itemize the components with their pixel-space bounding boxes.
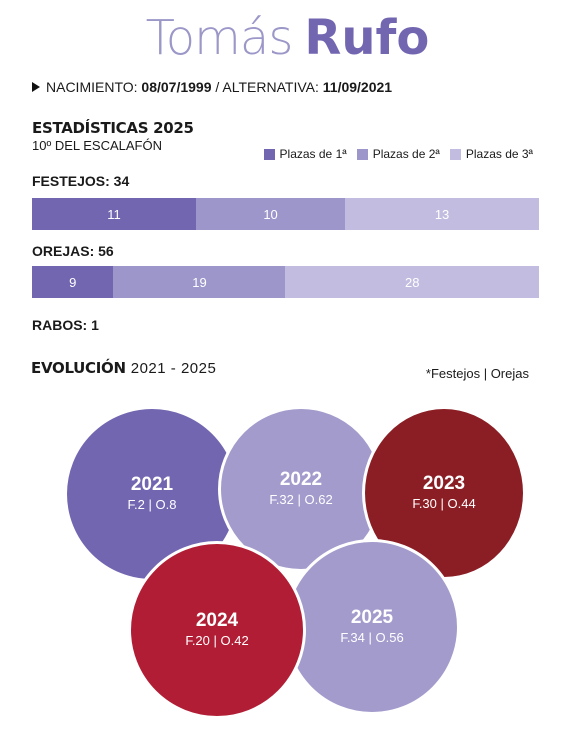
evolution-heading: EVOLUCIÓN [31,359,126,377]
bar-segment-value: 28 [405,274,420,290]
bar-segment-value: 10 [263,206,278,222]
rabos-label: RABOS: 1 [32,317,99,333]
legend-item-plazas-1: Plazas de 1ª [263,147,347,161]
ranking-subtitle: 10º DEL ESCALAFÓN [32,138,162,153]
evolution-note: *Festejos | Orejas [425,366,529,381]
festejos-label: FESTEJOS: 34 [32,173,130,189]
info-separator: / [215,79,220,95]
year-label: 2023 [422,473,466,494]
legend-label-plazas-3: Plazas de 3ª [465,147,533,161]
year-circle-2024: 2024 F.20 | O.42 [128,541,306,719]
year-circle-2021: 2021 F.2 | O.8 [64,406,240,582]
alternativa-date: 11/09/2021 [322,79,393,95]
year-stats: F.2 | O.8 [127,497,177,512]
birth-date: 08/07/1999 [141,79,212,95]
stats-title: ESTADÍSTICAS 2025 [32,119,194,137]
year-stats: F.34 | O.56 [340,630,404,645]
alternativa-label: ALTERNATIVA: [222,79,319,95]
bar-segment-plazas-2: 10 [196,198,346,230]
evolution-range: 2021 - 2025 [130,360,217,377]
triangle-bullet-icon [32,82,40,92]
orejas-bar: 9 19 28 [32,266,539,298]
year-label: 2021 [130,474,174,495]
legend-item-plazas-3: Plazas de 3ª [449,147,533,161]
bar-segment-value: 13 [434,206,450,222]
legend-swatch-plazas-1 [263,148,275,160]
legend-item-plazas-2: Plazas de 2ª [356,147,440,161]
year-label: 2024 [195,610,239,631]
year-stats: F.32 | O.62 [269,492,333,507]
legend: Plazas de 1ª Plazas de 2ª Plazas de 3ª [263,147,533,161]
orejas-label: OREJAS: 56 [32,243,114,259]
bar-segment-value: 19 [192,274,207,290]
bar-segment-plazas-1: 11 [32,198,197,230]
year-stats: F.20 | O.42 [185,633,249,648]
last-name: Rufo [304,10,430,66]
bar-segment-plazas-3: 13 [345,198,539,230]
page-title: Tomás Rufo [0,8,575,69]
bar-segment-value: 9 [69,274,77,290]
year-circle-2025: 2025 F.34 | O.56 [284,539,460,715]
year-label: 2022 [279,469,323,490]
legend-label-plazas-1: Plazas de 1ª [279,147,347,161]
legend-label-plazas-2: Plazas de 2ª [372,147,440,161]
legend-swatch-plazas-3 [449,148,461,160]
evolution-title: EVOLUCIÓN 2021 - 2025 [31,359,216,377]
year-label: 2025 [350,607,394,628]
bar-segment-plazas-2: 19 [113,266,286,298]
bar-segment-value: 11 [107,206,121,222]
bar-segment-plazas-1: 9 [32,266,114,298]
birth-label: NACIMIENTO: [46,79,138,95]
career-info: NACIMIENTO: 08/07/1999 / ALTERNATIVA: 11… [32,79,392,95]
year-stats: F.30 | O.44 [412,496,476,511]
bar-segment-plazas-3: 28 [285,266,539,298]
legend-swatch-plazas-2 [356,148,368,160]
festejos-bar: 11 10 13 [32,198,539,230]
first-name: Tomás [145,10,294,66]
